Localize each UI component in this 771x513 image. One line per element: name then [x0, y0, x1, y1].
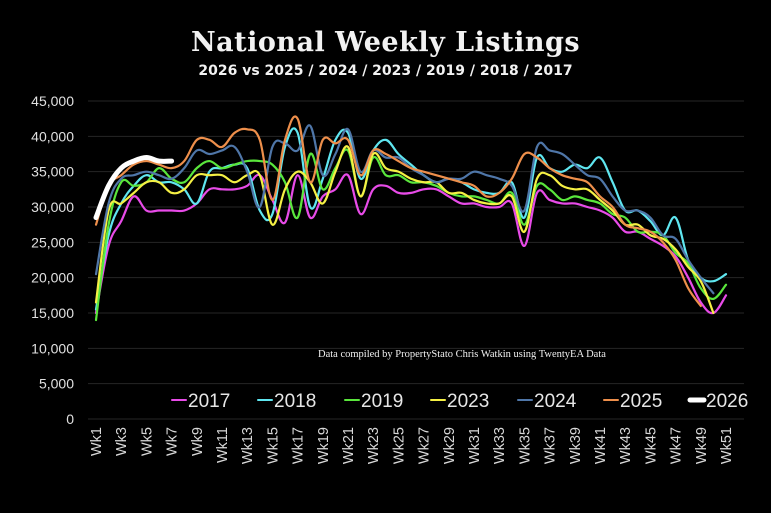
x-axis: Wk1 Wk3 Wk5 Wk7 Wk9 Wk11 Wk13 Wk15 Wk17 Wk19 Wk21 W… — [89, 427, 735, 464]
x-tick-label: Wk25 — [391, 427, 407, 464]
x-tick-label: Wk35 — [517, 427, 533, 464]
legend-label-2019: 2019 — [361, 391, 403, 412]
x-tick-label: Wk1 — [89, 427, 105, 456]
y-tick-label: 40,000 — [31, 128, 74, 144]
x-tick-label: Wk15 — [265, 427, 281, 464]
chart-title: National Weekly Listings — [190, 27, 581, 58]
series-line-2026 — [93, 155, 175, 221]
x-tick-label: Wk29 — [442, 427, 458, 464]
series-lines — [93, 115, 728, 322]
y-tick-label: 0 — [66, 411, 74, 427]
x-tick-label: Wk49 — [694, 427, 710, 464]
y-tick-label: 45,000 — [31, 93, 74, 109]
x-tick-label: Wk11 — [215, 427, 231, 463]
x-tick-label: Wk31 — [467, 427, 483, 464]
chart-subtitle: 2026 vs 2025 / 2024 / 2023 / 2019 / 2018… — [198, 63, 573, 79]
x-tick-label: Wk23 — [366, 427, 382, 464]
x-tick-label: Wk51 — [719, 427, 735, 464]
x-tick-label: Wk9 — [190, 427, 206, 456]
x-tick-label: Wk5 — [139, 427, 155, 456]
y-tick-label: 20,000 — [31, 270, 74, 286]
x-tick-label: Wk41 — [593, 427, 609, 464]
y-tick-label: 30,000 — [31, 199, 74, 215]
x-tick-label: Wk37 — [543, 427, 559, 464]
legend-label-2018: 2018 — [274, 391, 316, 412]
series-line-2023 — [94, 145, 715, 315]
series-line-2025 — [94, 115, 702, 308]
y-tick-label: 10,000 — [31, 340, 74, 356]
series-line-2019 — [94, 148, 728, 322]
data-source-annotation: Data compiled by PropertyStato Chris Wat… — [318, 349, 606, 360]
x-tick-label: Wk21 — [341, 427, 357, 464]
legend-label-2023: 2023 — [447, 391, 489, 412]
x-tick-label: Wk45 — [643, 427, 659, 464]
gridlines — [88, 100, 744, 420]
legend-label-2025: 2025 — [620, 391, 662, 412]
y-tick-label: 25,000 — [31, 234, 74, 250]
x-tick-label: Wk39 — [568, 427, 584, 464]
x-tick-label: Wk3 — [114, 427, 130, 456]
x-tick-label: Wk17 — [291, 427, 307, 464]
x-tick-label: Wk13 — [240, 427, 256, 464]
x-tick-label: Wk43 — [618, 427, 634, 464]
x-tick-label: Wk7 — [165, 427, 181, 456]
series-line-2017 — [94, 173, 728, 315]
x-tick-label: Wk27 — [417, 427, 433, 464]
y-tick-label: 35,000 — [31, 164, 74, 180]
y-tick-label: 5,000 — [39, 376, 74, 392]
legend: 2017 2018 2019 2023 2024 2025 2026 — [171, 391, 748, 412]
series-line-2024 — [94, 124, 715, 295]
legend-label-2017: 2017 — [188, 391, 230, 412]
x-tick-label: Wk19 — [316, 427, 332, 464]
legend-label-2024: 2024 — [534, 391, 577, 412]
x-tick-label: Wk33 — [492, 427, 508, 464]
y-tick-label: 15,000 — [31, 305, 74, 321]
series-line-2018 — [94, 127, 728, 311]
x-tick-label: Wk47 — [669, 427, 685, 464]
y-axis: 0 5,000 10,000 15,000 20,000 25,000 30,000 35,0… — [31, 93, 74, 427]
legend-label-2026: 2026 — [706, 391, 748, 412]
